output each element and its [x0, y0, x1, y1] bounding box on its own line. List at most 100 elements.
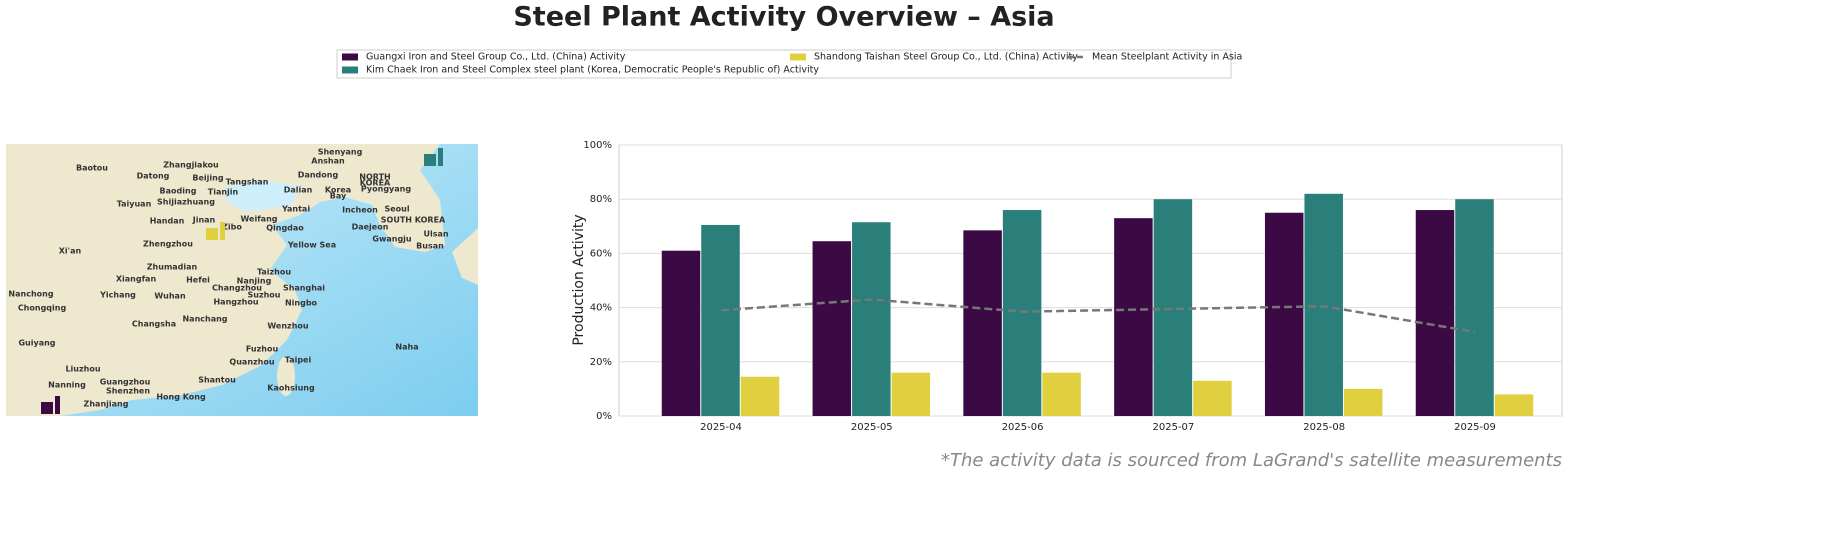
map-label: Zhanjiang — [84, 400, 129, 409]
y-tick-label: 80% — [590, 194, 612, 205]
map-label: Changsha — [132, 320, 176, 329]
legend-label: Guangxi Iron and Steel Group Co., Ltd. (… — [366, 52, 626, 63]
map-label: Baotou — [76, 164, 108, 173]
bar — [1153, 199, 1193, 416]
map-label: Ningbo — [285, 299, 318, 308]
map-label: Jinan — [192, 216, 216, 225]
legend-swatch — [342, 66, 358, 74]
y-axis-title: Production Activity — [571, 214, 587, 345]
map-label: Zibo — [222, 223, 242, 232]
map-label: Shenzhen — [106, 387, 150, 396]
map-label: Fuzhou — [246, 345, 279, 354]
bar — [963, 230, 1002, 416]
map-label: Taizhou — [257, 268, 291, 277]
bar — [1114, 218, 1153, 416]
map-label: Guiyang — [18, 339, 55, 348]
mean-line — [720, 298, 1476, 334]
x-tick-label: 2025-04 — [700, 422, 742, 433]
map-label: Shenyang — [318, 148, 363, 157]
map-label: SOUTH KOREA — [381, 216, 446, 225]
legend-swatch — [342, 53, 358, 61]
map-label: Hefei — [186, 276, 210, 285]
map-label: Weifang — [240, 215, 277, 224]
y-tick-label: 0% — [596, 411, 612, 422]
map-label: Seoul — [384, 205, 409, 214]
bar — [1193, 380, 1232, 416]
bar — [661, 250, 701, 416]
map-label: Busan — [416, 242, 444, 251]
legend-label: Mean Steelplant Activity in Asia — [1092, 52, 1242, 63]
map-label: Yellow Sea — [287, 241, 336, 250]
y-tick-label: 60% — [590, 248, 612, 259]
y-tick-label: 40% — [590, 303, 612, 314]
map-label: Baoding — [160, 187, 197, 196]
map-label: Qingdao — [266, 224, 304, 233]
bar — [701, 224, 740, 416]
map-label: NORTH — [359, 173, 390, 182]
map-label: Hong Kong — [156, 393, 206, 402]
map-label: Bay — [330, 192, 347, 201]
bar — [1455, 199, 1494, 416]
legend-swatch — [790, 53, 806, 61]
bar — [740, 376, 780, 416]
map-label: Kaohsiung — [267, 384, 315, 393]
x-tick-label: 2025-06 — [1002, 422, 1044, 433]
map-label: Anshan — [311, 157, 345, 166]
map-label: Ulsan — [423, 230, 448, 239]
bar — [1304, 193, 1343, 416]
map-label: Pyongyang — [361, 185, 411, 194]
map-label: Tianjin — [208, 188, 239, 197]
bar — [1415, 210, 1455, 416]
map-label: Incheon — [342, 206, 378, 215]
map-label: Nanchang — [182, 315, 227, 324]
x-tick-label: 2025-05 — [851, 422, 893, 433]
map-label: Changzhou — [212, 284, 262, 293]
map-label: Datong — [137, 172, 170, 181]
plant-icon — [424, 148, 443, 166]
map-label: Shantou — [198, 376, 236, 385]
map-label: Dandong — [298, 171, 339, 180]
map-label: Handan — [150, 217, 185, 226]
y-tick-label: 100% — [583, 140, 612, 151]
footnote: *The activity data is sourced from LaGra… — [941, 450, 1562, 471]
map-label: Taipei — [285, 356, 312, 365]
map-bay — [225, 180, 300, 212]
map-label: Nanning — [48, 381, 86, 390]
bar — [891, 372, 931, 416]
legend-label: Shandong Taishan Steel Group Co., Ltd. (… — [814, 52, 1078, 63]
map-label: Suzhou — [248, 291, 281, 300]
bar — [1494, 394, 1534, 416]
legend-box — [336, 49, 1232, 79]
y-tick-label: 20% — [590, 357, 612, 368]
map-label: KOREA — [360, 179, 391, 188]
map-label: Beijing — [192, 174, 223, 183]
map-label: Xiangfan — [116, 275, 157, 284]
bar — [852, 222, 891, 416]
map-label: Quanzhou — [229, 358, 274, 367]
map-label: Taiyuan — [117, 200, 152, 209]
map-label: Dalian — [284, 186, 313, 195]
map-label: Wenzhou — [267, 322, 309, 331]
map: Baotou Zhangjiakou Datong Beijing Tangshan Sh… — [6, 144, 478, 416]
map-island — [452, 228, 478, 285]
map-label: Hangzhou — [213, 298, 258, 307]
plant-icon — [206, 222, 225, 240]
bar — [1042, 372, 1081, 416]
bar — [812, 241, 852, 416]
legend-label: Kim Chaek Iron and Steel Complex steel p… — [366, 65, 819, 76]
map-label: Nanjing — [237, 277, 272, 286]
map-label: Shijiazhuang — [157, 198, 215, 207]
bar — [1002, 210, 1042, 416]
map-label: Liuzhou — [65, 365, 100, 374]
map-label: Nanchong — [8, 290, 53, 299]
bar — [1343, 388, 1383, 416]
map-label: Shanghai — [283, 284, 325, 293]
map-label: Zhumadian — [147, 263, 198, 272]
map-label: Yichang — [99, 291, 136, 300]
plant-icon — [41, 396, 60, 414]
map-land — [6, 144, 445, 416]
chart-title: Steel Plant Activity Overview – Asia — [513, 2, 1054, 33]
x-tick-label: 2025-08 — [1303, 422, 1345, 433]
